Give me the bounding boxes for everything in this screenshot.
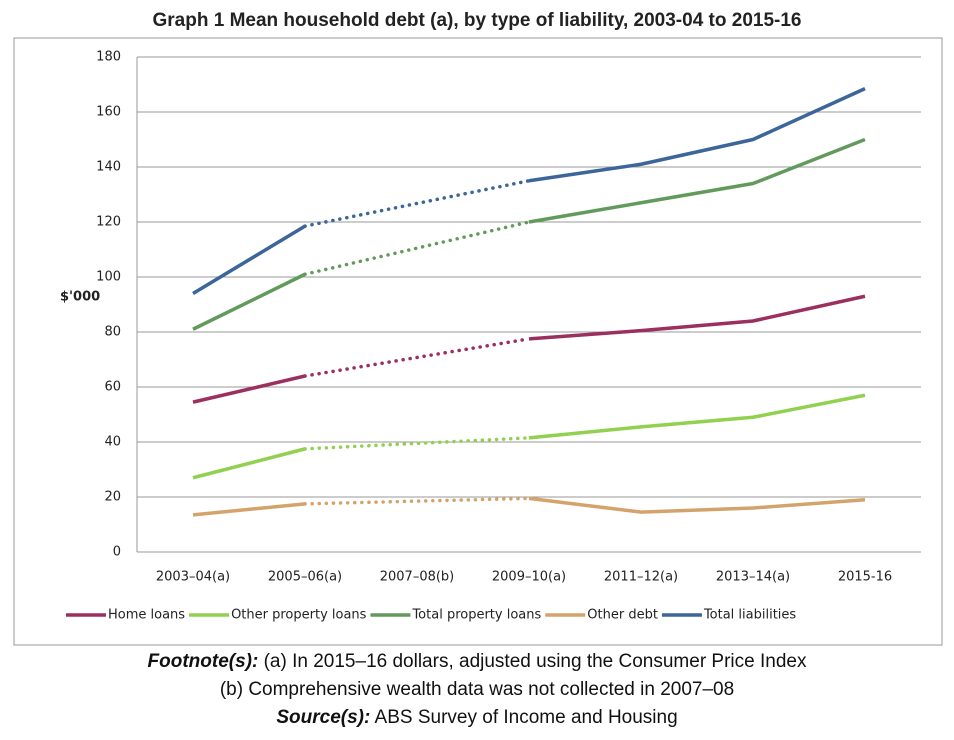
footnote-text: (a) In 2015–16 dollars, adjusted using t… xyxy=(263,651,807,672)
series-line xyxy=(192,272,306,331)
chart-title: Graph 1 Mean household debt (a), by type… xyxy=(153,10,802,31)
y-tick-label: 100 xyxy=(96,270,121,285)
legend-label: Other debt xyxy=(587,608,658,623)
x-tick-label: 2009–10(a) xyxy=(492,570,566,585)
series-line xyxy=(528,87,866,183)
series-line xyxy=(192,374,306,404)
series-line xyxy=(528,393,866,440)
legend-label: Home loans xyxy=(108,608,185,623)
gap-connector xyxy=(303,220,531,276)
chart: Graph 1 Mean household debt (a), by type… xyxy=(13,10,943,646)
series-line xyxy=(528,294,866,341)
series-line xyxy=(192,502,306,517)
footnote-line: Footnote(s): (a) In 2015–16 dollars, adj… xyxy=(0,648,954,676)
gap-connector xyxy=(303,496,531,506)
series-line xyxy=(192,447,306,480)
notes: Footnote(s): (a) In 2015–16 dollars, adj… xyxy=(0,648,954,732)
gap-connector xyxy=(303,436,531,451)
source-label: Source(s): xyxy=(276,707,371,728)
series-line xyxy=(528,496,866,514)
y-tick-label: 40 xyxy=(104,435,121,450)
chart-frame xyxy=(13,37,943,646)
footnote-label: Footnote(s): xyxy=(147,651,259,672)
y-tick-label: 0 xyxy=(113,545,121,560)
x-tick-label: 2005–06(a) xyxy=(268,570,342,585)
gap-connector xyxy=(303,337,531,378)
source-text: ABS Survey of Income and Housing xyxy=(374,707,678,728)
legend-label: Other property loans xyxy=(231,608,367,623)
y-tick-label: 160 xyxy=(96,105,121,120)
source-line: Source(s): ABS Survey of Income and Hous… xyxy=(0,704,954,732)
y-tick-label: 60 xyxy=(104,380,121,395)
y-tick-label: 120 xyxy=(96,215,121,230)
x-tick-label: 2013–14(a) xyxy=(716,570,790,585)
y-tick-label: 180 xyxy=(96,50,121,65)
x-tick-label: 2003–04(a) xyxy=(156,570,230,585)
x-tick-label: 2007–08(b) xyxy=(380,570,455,585)
x-tick-label: 2011–12(a) xyxy=(604,570,678,585)
legend-label: Total liabilities xyxy=(703,608,796,623)
series-line xyxy=(528,137,866,224)
y-tick-label: 20 xyxy=(104,490,121,505)
legend-label: Total property loans xyxy=(411,608,541,623)
gap-connector xyxy=(303,179,531,228)
y-tick-label: 80 xyxy=(104,325,121,340)
series-line xyxy=(192,224,306,295)
y-tick-label: 140 xyxy=(96,160,121,175)
y-axis-label: $'000 xyxy=(60,290,100,305)
x-tick-label: 2015-16 xyxy=(838,570,892,585)
footnote-text: (b) Comprehensive wealth data was not co… xyxy=(219,679,735,700)
